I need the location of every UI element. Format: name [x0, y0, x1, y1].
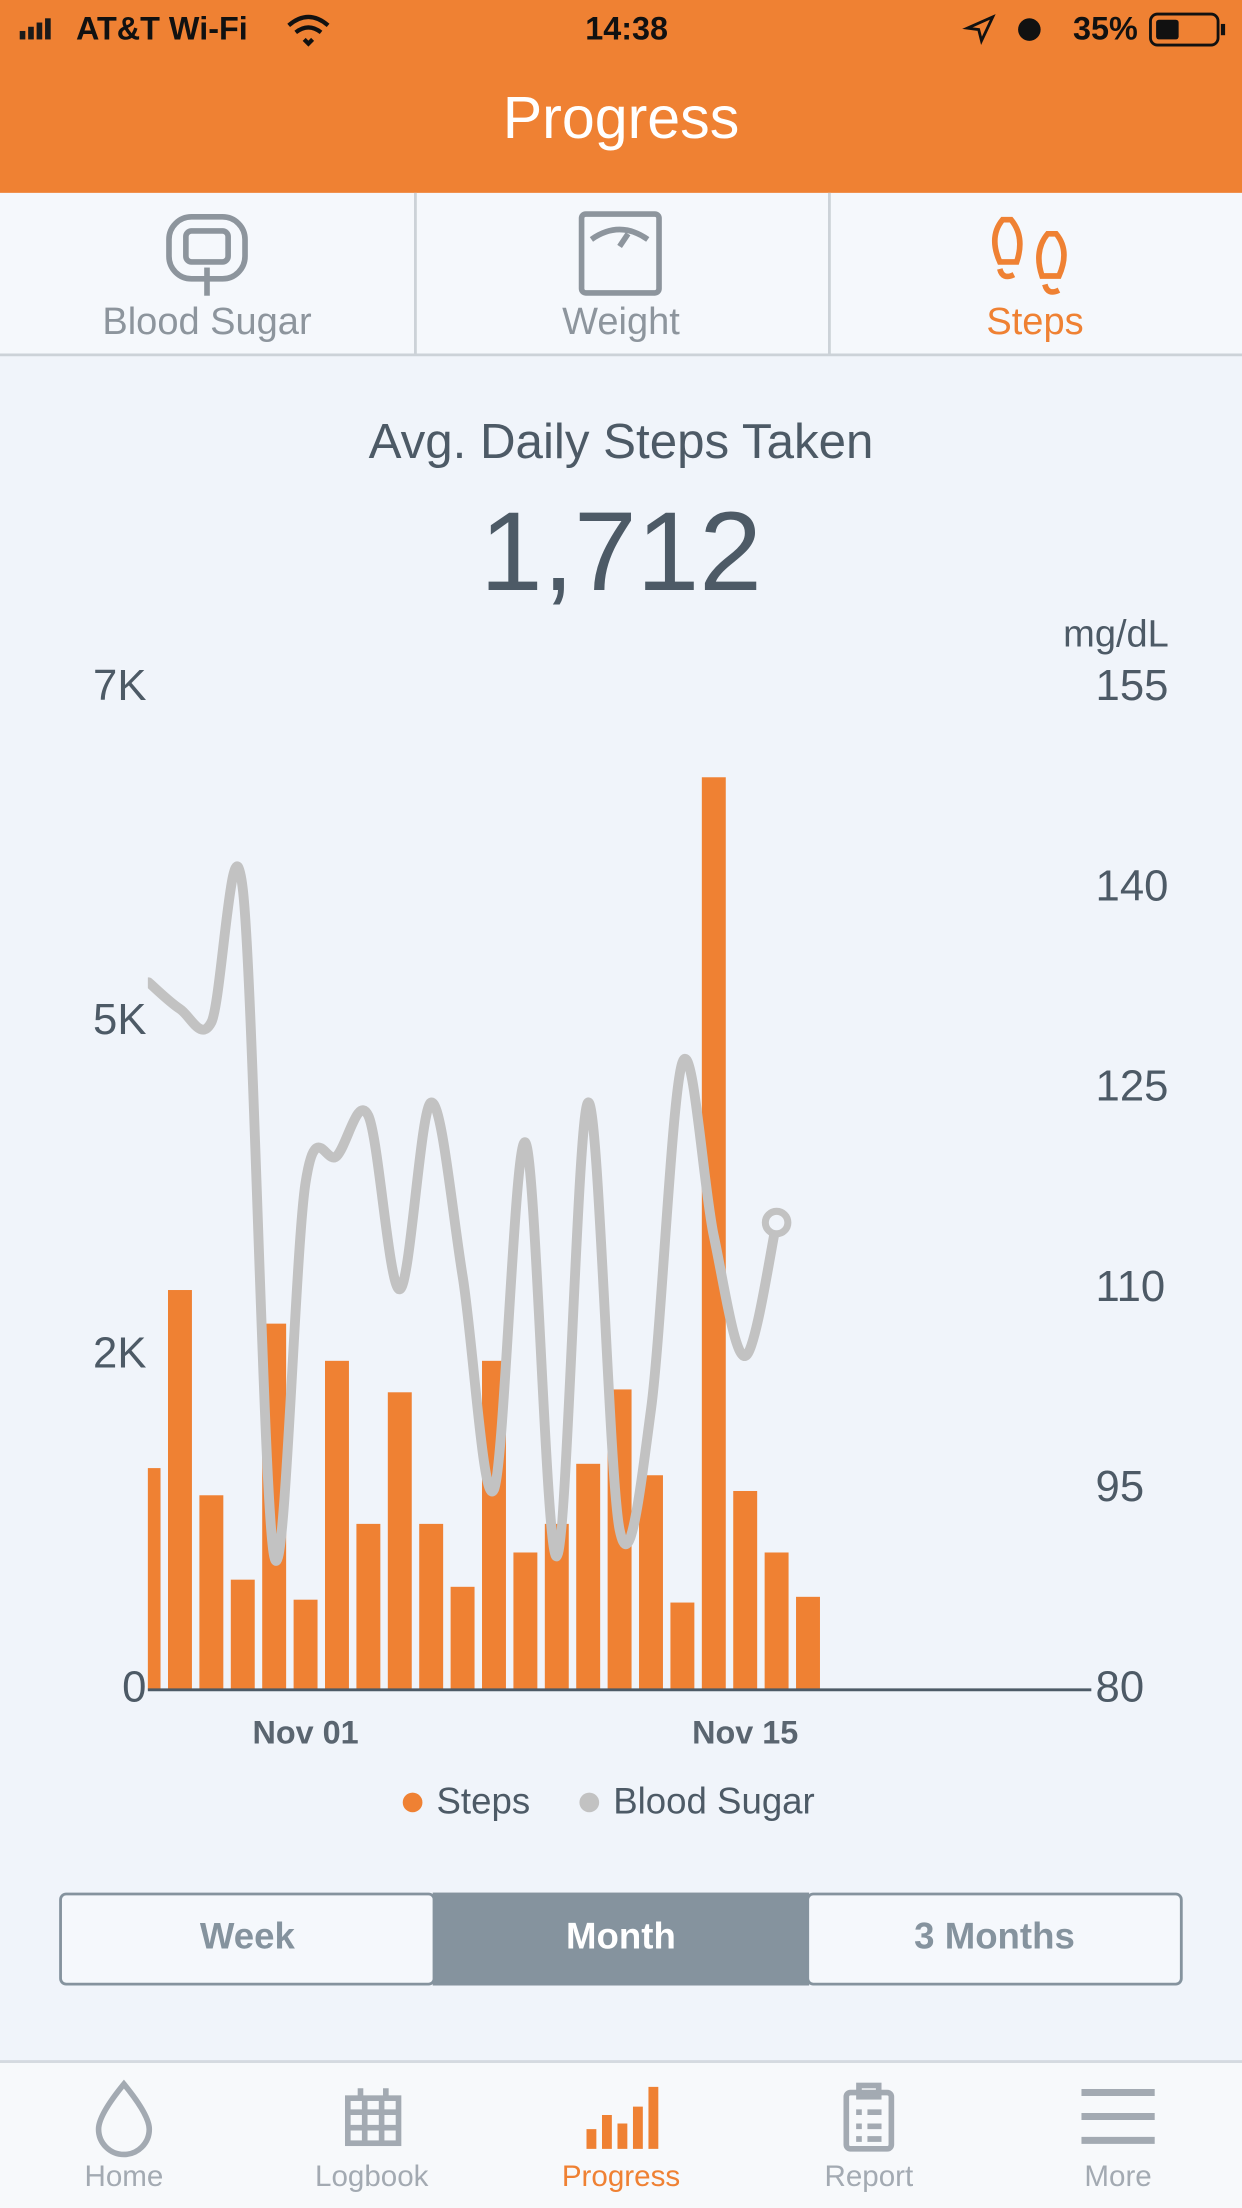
- bar: [513, 1552, 538, 1690]
- range-button-label[interactable]: 3 Months: [914, 1916, 1075, 1957]
- y2-tick-label: 140: [1096, 861, 1169, 910]
- range-button-label[interactable]: Month: [566, 1916, 676, 1957]
- y2-tick-label: 110: [1096, 1262, 1166, 1311]
- plot-area: [147, 777, 820, 1690]
- summary-value: 1,712: [480, 488, 762, 614]
- home-icon: [95, 2079, 153, 2158]
- range-button[interactable]: [432, 1892, 810, 1986]
- range-button[interactable]: [806, 1892, 1183, 1986]
- battery-text: 35%: [1073, 11, 1138, 47]
- location-icon: [962, 14, 996, 46]
- nav-label[interactable]: Logbook: [315, 2160, 429, 2193]
- y-tick-label: 0: [122, 1662, 146, 1711]
- y2-tick-label: 155: [1096, 661, 1169, 710]
- signal-icon: [19, 18, 51, 40]
- tab-label[interactable]: Steps: [986, 301, 1083, 343]
- blood-sugar-icon: [166, 214, 248, 296]
- bar: [450, 1586, 475, 1690]
- bar: [199, 1495, 224, 1690]
- nav-label[interactable]: Progress: [562, 2160, 680, 2193]
- alarm-icon: [1018, 18, 1041, 41]
- bar: [576, 1463, 601, 1690]
- legend-label: Blood Sugar: [613, 1781, 815, 1822]
- line: [147, 861, 782, 1566]
- more-icon: [1081, 2089, 1155, 2144]
- line-end-marker: [761, 1207, 792, 1238]
- bar: [147, 1468, 161, 1690]
- logbook-icon: [345, 2088, 402, 2147]
- bar: [796, 1596, 820, 1690]
- bar: [167, 1290, 192, 1690]
- bar: [387, 1392, 412, 1690]
- y-tick-label: 7K: [93, 661, 146, 710]
- x-tick-label: Nov 15: [692, 1714, 798, 1750]
- y2-tick-label: 80: [1096, 1662, 1145, 1711]
- nav-label[interactable]: More: [1084, 2160, 1151, 2193]
- y2-tick-label: 125: [1096, 1062, 1169, 1111]
- y-tick-label: 5K: [93, 995, 146, 1044]
- nav-label[interactable]: Home: [84, 2160, 163, 2193]
- bar: [733, 1490, 758, 1690]
- y2-tick-label: 95: [1096, 1462, 1145, 1511]
- tab-label[interactable]: Blood Sugar: [102, 301, 312, 343]
- y2-axis-title: mg/dL: [1063, 614, 1169, 656]
- progress-icon: [586, 2086, 659, 2149]
- tab-label[interactable]: Weight: [562, 301, 680, 343]
- range-button-label[interactable]: Week: [200, 1916, 296, 1957]
- header-title: Progress: [503, 84, 740, 151]
- bar: [293, 1599, 318, 1690]
- bar: [230, 1579, 255, 1690]
- bar: [325, 1360, 349, 1690]
- bar: [764, 1552, 789, 1690]
- legend-marker: [402, 1792, 423, 1813]
- y-tick-label: 2K: [93, 1329, 146, 1378]
- bar: [639, 1475, 663, 1690]
- steps-icon: [992, 216, 1067, 295]
- report-icon: [843, 2082, 895, 2152]
- bar: [544, 1523, 569, 1690]
- weight-icon: [578, 211, 662, 296]
- legend-marker: [579, 1792, 600, 1813]
- legend-label: Steps: [437, 1781, 531, 1822]
- battery-icon: [1149, 12, 1226, 47]
- clock: 14:38: [585, 11, 668, 47]
- bar: [356, 1523, 381, 1690]
- x-tick-label: Nov 01: [252, 1714, 358, 1750]
- bar: [670, 1602, 695, 1690]
- carrier: AT&T Wi-Fi: [76, 11, 248, 47]
- summary-label: Avg. Daily Steps Taken: [369, 414, 874, 469]
- wifi-icon: [287, 14, 330, 47]
- bar: [419, 1523, 444, 1690]
- nav-label[interactable]: Report: [824, 2160, 913, 2193]
